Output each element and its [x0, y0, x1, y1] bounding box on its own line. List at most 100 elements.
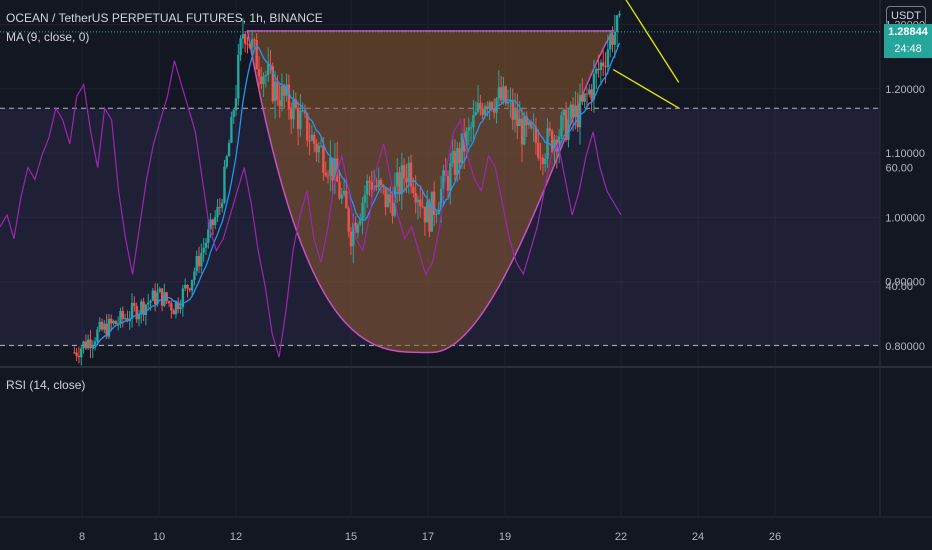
candle-body: [172, 310, 175, 315]
candle-body: [608, 35, 612, 50]
candle-body: [167, 301, 171, 304]
candle-body: [595, 68, 598, 74]
candle-body: [428, 202, 431, 232]
price-tick-label: 0.90000: [885, 277, 925, 289]
candle-body: [158, 288, 161, 293]
candle-body: [356, 224, 360, 233]
candle-body: [400, 165, 404, 195]
candle-body: [267, 64, 270, 75]
candle-body: [170, 303, 173, 311]
candle-body: [578, 94, 582, 128]
candle-body: [465, 130, 468, 152]
candle-body: [458, 148, 461, 164]
candle-body: [513, 109, 517, 120]
candle-body: [490, 102, 494, 109]
candle-body: [518, 118, 521, 126]
candle-body: [462, 133, 466, 152]
candle-body: [80, 348, 83, 358]
candle-body: [423, 206, 427, 223]
candle-body: [290, 109, 293, 120]
candle-body: [253, 39, 256, 41]
candle-body: [223, 166, 226, 203]
candle-body: [93, 341, 97, 345]
candle-body: [474, 111, 477, 116]
candle-body: [137, 313, 141, 320]
candle-body: [114, 320, 118, 324]
chart-title[interactable]: OCEAN / TetherUS PERPETUAL FUTURES, 1h, …: [6, 11, 323, 25]
candle-body: [439, 188, 443, 211]
ma-indicator-label[interactable]: MA (9, close, 0): [6, 30, 90, 44]
candle-body: [541, 157, 545, 165]
candle-body: [569, 104, 572, 120]
candle-body: [107, 318, 111, 337]
candle-body: [190, 279, 194, 291]
candle-body: [574, 105, 577, 117]
rsi-indicator-label[interactable]: RSI (14, close): [6, 378, 86, 392]
candle-body: [103, 323, 106, 330]
candle-body: [599, 62, 603, 71]
candle-body: [121, 310, 125, 319]
time-tick-label: 26: [769, 531, 781, 543]
time-axis[interactable]: 8 10 12 15 17 19 22 24 26: [0, 516, 932, 543]
candle-body: [585, 93, 589, 95]
candle-body: [301, 110, 304, 112]
candle-body: [303, 110, 307, 114]
price-tick-label: 0.80000: [885, 341, 925, 353]
price-axis[interactable]: 0.800000.900001.000001.100001.200001.300…: [879, 0, 925, 517]
candle-body: [179, 307, 182, 310]
candle-body: [278, 99, 281, 107]
candle-body: [73, 352, 76, 354]
candle-body: [262, 76, 265, 84]
candle-body: [537, 142, 540, 158]
candle-body: [313, 134, 316, 144]
candle-body: [130, 302, 134, 319]
candle-body: [86, 339, 90, 349]
candle-body: [548, 128, 552, 132]
candle-body: [375, 185, 378, 188]
rsi-line: [0, 60, 622, 358]
candle-body: [493, 108, 496, 113]
candle-body: [197, 255, 201, 267]
candle-body: [142, 301, 145, 315]
candle-body: [135, 305, 138, 320]
candle-body: [592, 73, 596, 100]
time-tick-label: 15: [345, 531, 357, 543]
candle-body: [460, 133, 464, 164]
candle-body: [283, 86, 286, 96]
candle-body: [77, 355, 81, 358]
candle-body: [186, 284, 189, 289]
candle-body: [347, 208, 350, 232]
candle-body: [597, 68, 600, 71]
candle-body: [177, 302, 180, 310]
time-tick-label: 19: [499, 531, 511, 543]
triangle-drawing: [612, 0, 680, 109]
last-price-tag: 1.28844: [884, 23, 932, 41]
candle-body: [119, 310, 122, 324]
candle-body: [329, 157, 332, 176]
candle-body: [407, 162, 410, 183]
candle-body: [613, 32, 617, 45]
candle-body: [296, 107, 300, 129]
candle-body: [576, 105, 579, 128]
candle-body: [200, 252, 203, 267]
candle-body: [499, 87, 503, 101]
candle-body: [280, 86, 284, 107]
candle-body: [359, 219, 362, 225]
candle-body: [207, 229, 210, 243]
candle-body: [615, 15, 619, 33]
candle-body: [202, 247, 205, 253]
candle-body: [456, 148, 459, 176]
candle-body: [246, 43, 249, 45]
candle-body: [606, 49, 610, 67]
candle-body: [379, 180, 383, 186]
candle-body: [133, 302, 136, 306]
candle-body: [432, 191, 436, 215]
candle-body: [550, 131, 554, 152]
candle-body: [273, 81, 277, 102]
candle-body: [144, 304, 148, 315]
candle-body: [248, 44, 251, 48]
candle-body: [402, 165, 406, 179]
candle-body: [430, 191, 434, 232]
candle-body: [110, 318, 113, 324]
